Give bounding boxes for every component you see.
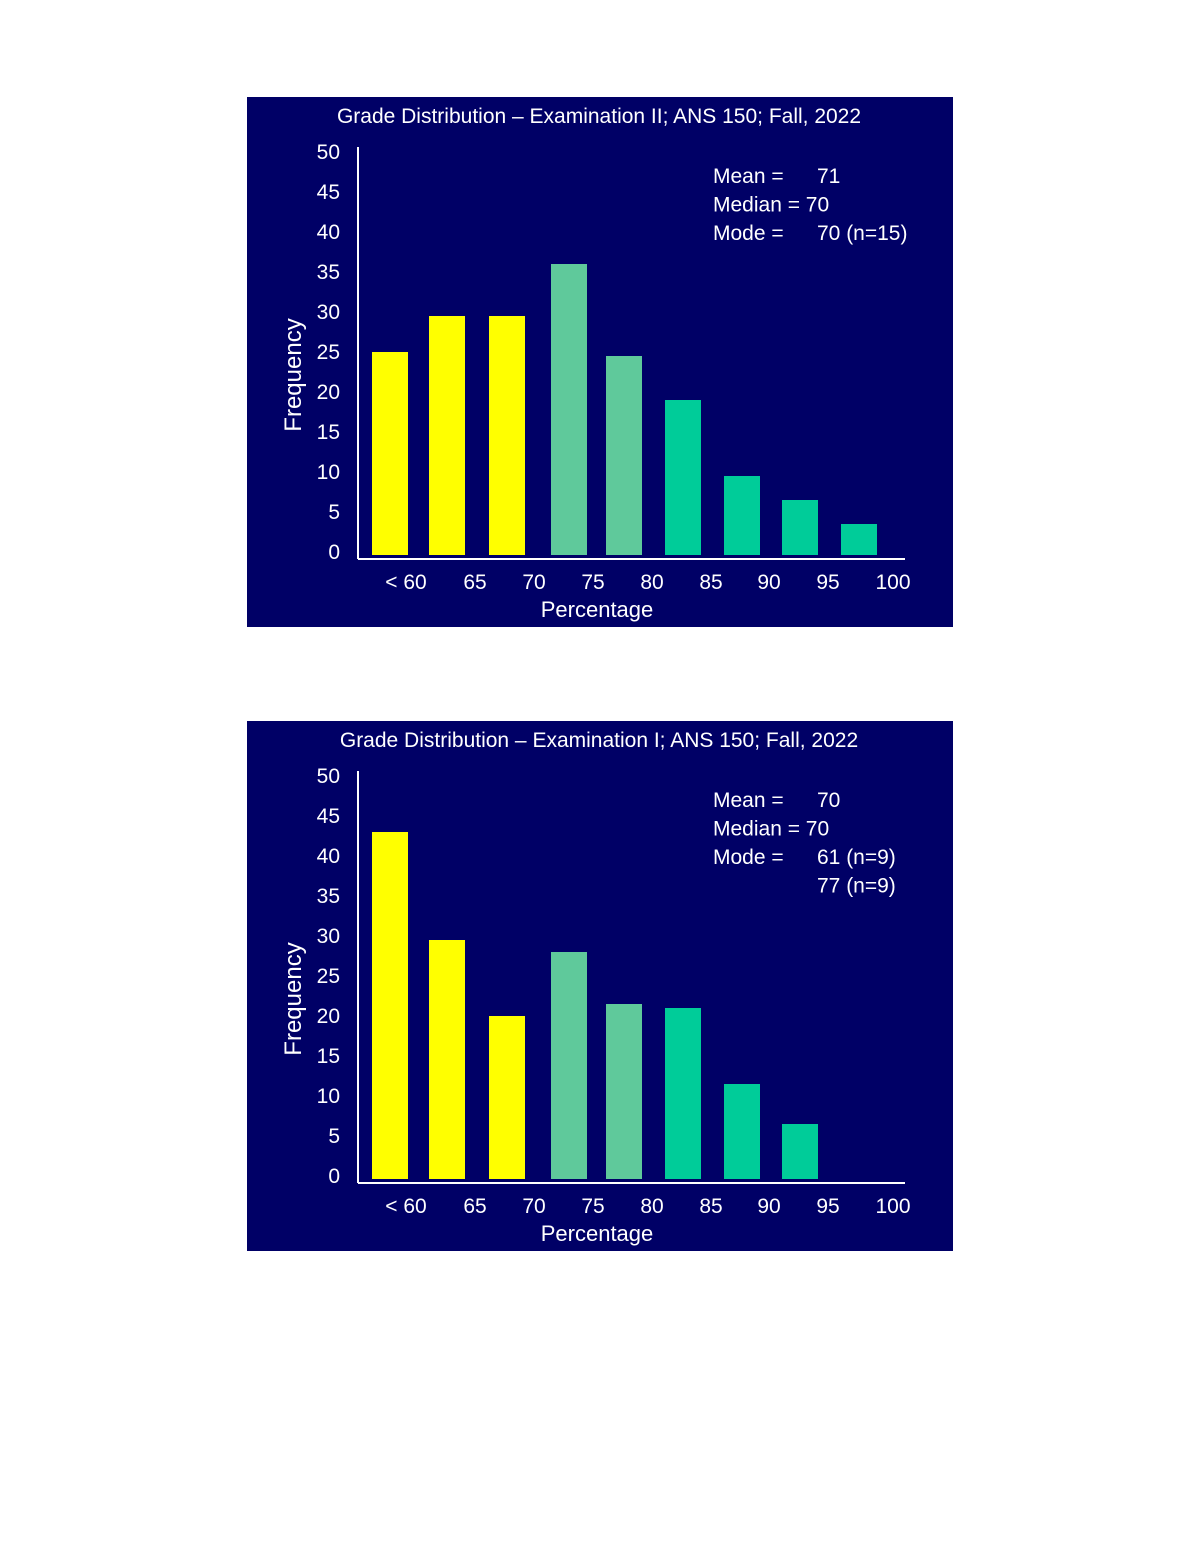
stat-value: 70 (n=15): [817, 222, 907, 245]
y-tick-label: 0: [328, 541, 340, 564]
y-tick-label: 35: [317, 261, 340, 284]
y-tick-label: 40: [317, 845, 340, 868]
stat-label: Mean =: [713, 165, 784, 188]
bar-4: [606, 1004, 642, 1179]
y-axis-label: Frequency: [280, 318, 307, 431]
x-tick-label: 100: [875, 1195, 910, 1218]
chart-title: Grade Distribution – Examination I; ANS …: [340, 729, 858, 752]
x-tick-label: 90: [757, 571, 780, 594]
chart-exam-2-svg: Grade Distribution – Examination II; ANS…: [280, 105, 911, 622]
x-tick-label: 65: [463, 1195, 486, 1218]
x-tick-label: 75: [581, 571, 604, 594]
y-tick-label: 30: [317, 925, 340, 948]
chart-panel-exam-1: Grade Distribution – Examination I; ANS …: [247, 721, 953, 1251]
stat-value: 61 (n=9): [817, 846, 896, 869]
y-tick-label: 30: [317, 301, 340, 324]
stat-label: Mean =: [713, 789, 784, 812]
bar-8: [841, 524, 877, 555]
y-tick-label: 0: [328, 1165, 340, 1188]
y-tick-label: 10: [317, 1085, 340, 1108]
bar-5: [665, 400, 701, 555]
bar-6: [724, 476, 760, 555]
x-tick-label: < 60: [385, 1195, 426, 1218]
bar-5: [665, 1008, 701, 1179]
y-tick-label: 15: [317, 1045, 340, 1068]
stat-value: 70: [817, 789, 840, 812]
x-tick-label: 100: [875, 571, 910, 594]
y-tick-label: 10: [317, 461, 340, 484]
x-tick-label: 95: [816, 1195, 839, 1218]
stat-label: Median = 70: [713, 818, 829, 841]
bar-1: [429, 316, 465, 555]
y-tick-label: 40: [317, 221, 340, 244]
y-tick-label: 50: [317, 141, 340, 164]
x-tick-label: 85: [699, 571, 722, 594]
stat-label: Mode =: [713, 222, 784, 245]
y-tick-label: 50: [317, 765, 340, 788]
bar-0: [372, 832, 408, 1179]
y-tick-label: 20: [317, 1005, 340, 1028]
y-axis-label: Frequency: [280, 942, 307, 1055]
x-axis-label: Percentage: [541, 1221, 654, 1246]
y-tick-label: 20: [317, 381, 340, 404]
x-tick-label: 70: [522, 1195, 545, 1218]
bar-7: [782, 500, 818, 555]
bar-1: [429, 940, 465, 1179]
bar-0: [372, 352, 408, 555]
x-tick-label: 85: [699, 1195, 722, 1218]
y-tick-label: 35: [317, 885, 340, 908]
chart-panel-exam-2: Grade Distribution – Examination II; ANS…: [247, 97, 953, 627]
bar-2: [489, 1016, 525, 1179]
chart-exam-1-svg: Grade Distribution – Examination I; ANS …: [280, 729, 911, 1246]
x-tick-label: 80: [640, 571, 663, 594]
stat-label: Mode =: [713, 846, 784, 869]
y-tick-label: 5: [328, 1125, 340, 1148]
x-tick-label: 95: [816, 571, 839, 594]
y-tick-label: 45: [317, 181, 340, 204]
x-tick-label: 70: [522, 571, 545, 594]
bar-2: [489, 316, 525, 555]
stat-value: 71: [817, 165, 840, 188]
x-tick-label: 80: [640, 1195, 663, 1218]
x-axis-label: Percentage: [541, 597, 654, 622]
x-tick-label: 65: [463, 571, 486, 594]
y-tick-label: 25: [317, 341, 340, 364]
bar-7: [782, 1124, 818, 1179]
stat-label: Median = 70: [713, 194, 829, 217]
x-tick-label: 75: [581, 1195, 604, 1218]
x-tick-label: 90: [757, 1195, 780, 1218]
bar-3: [551, 264, 587, 555]
chart-title: Grade Distribution – Examination II; ANS…: [337, 105, 861, 128]
bar-3: [551, 952, 587, 1179]
bar-6: [724, 1084, 760, 1179]
y-tick-label: 5: [328, 501, 340, 524]
y-tick-label: 15: [317, 421, 340, 444]
y-tick-label: 25: [317, 965, 340, 988]
bar-4: [606, 356, 642, 555]
y-tick-label: 45: [317, 805, 340, 828]
stat-value: 77 (n=9): [817, 875, 896, 898]
x-tick-label: < 60: [385, 571, 426, 594]
